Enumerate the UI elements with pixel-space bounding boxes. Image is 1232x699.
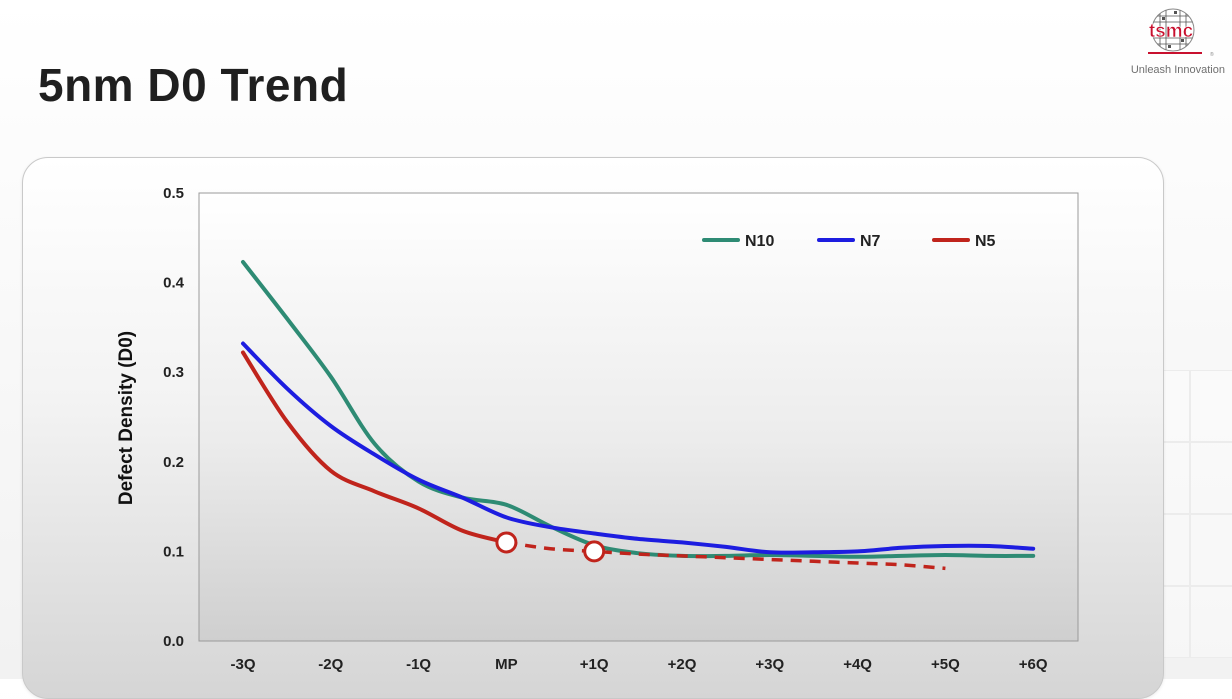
- y-tick-label: 0.0: [163, 633, 184, 650]
- y-tick-label: 0.3: [163, 364, 184, 381]
- series-layer: [241, 260, 1036, 571]
- x-tick-label: +6Q: [1019, 656, 1048, 673]
- x-tick-label: -1Q: [406, 656, 431, 673]
- slide-title: 5nm D0 Trend: [38, 59, 349, 111]
- series-line-n7: [241, 341, 1036, 555]
- series-line-n5: [241, 350, 509, 545]
- legend: N10 N7 N5: [702, 233, 996, 250]
- background-tile: [1190, 514, 1232, 586]
- y-axis-ticks: 0.5 0.4 0.3 0.2 0.1 0.0: [163, 185, 185, 650]
- background-tile: [1190, 442, 1232, 514]
- y-axis-title: Defect Density (D0): [116, 331, 137, 505]
- y-tick-label: 0.1: [163, 543, 184, 560]
- x-tick-label: +1Q: [580, 656, 609, 673]
- series-line-n10: [241, 260, 1036, 559]
- x-tick-label: -2Q: [318, 656, 343, 673]
- background-tile: [1190, 370, 1232, 442]
- legend-label-n5: N5: [975, 233, 996, 250]
- x-tick-label: MP: [495, 656, 518, 673]
- data-point-marker: [583, 540, 606, 563]
- legend-label-n10: N10: [745, 233, 774, 250]
- data-point-marker: [495, 531, 518, 554]
- x-tick-label: -3Q: [230, 656, 255, 673]
- logo-tagline: Unleash Innovation: [1130, 64, 1225, 76]
- marker-layer: [495, 531, 606, 563]
- series-line-n5-projected: [506, 540, 946, 571]
- svg-text:®: ®: [1210, 51, 1214, 58]
- line-chart: Defect Density (D0) 0.5 0.4 0.3 0.2 0.1 0.0 -…: [116, 185, 1079, 673]
- y-tick-label: 0.2: [163, 454, 184, 471]
- logo-wordmark: tsmc: [1149, 21, 1194, 42]
- x-tick-label: +4Q: [843, 656, 872, 673]
- x-axis-ticks: -3Q -2Q -1Q MP +1Q +2Q +3Q +4Q +5Q +6Q: [230, 656, 1047, 673]
- tsmc-logo-icon: tsmc ®: [1148, 8, 1214, 58]
- legend-label-n7: N7: [860, 233, 881, 250]
- x-tick-label: +3Q: [755, 656, 784, 673]
- company-logo: tsmc ®: [1114, 6, 1226, 82]
- y-tick-label: 0.5: [163, 185, 184, 202]
- x-tick-label: +2Q: [668, 656, 697, 673]
- y-tick-label: 0.4: [163, 275, 185, 292]
- plot-area: [198, 192, 1079, 642]
- background-tile: [1190, 586, 1232, 658]
- x-tick-label: +5Q: [931, 656, 960, 673]
